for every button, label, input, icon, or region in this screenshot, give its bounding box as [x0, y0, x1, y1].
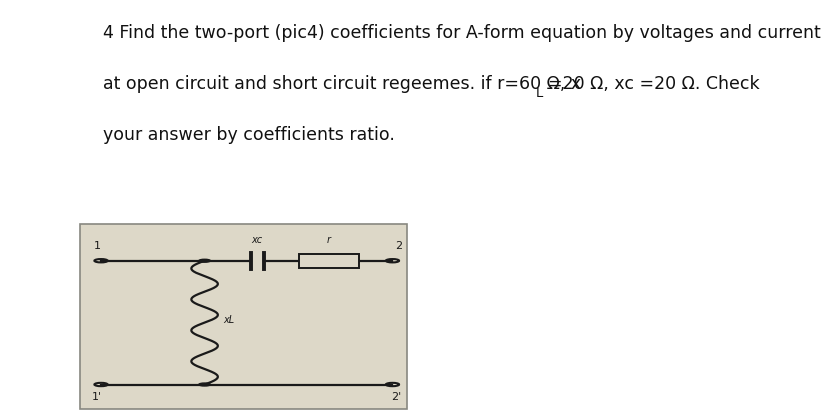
- Text: 2': 2': [391, 392, 401, 402]
- Text: r: r: [326, 235, 330, 245]
- Text: xL: xL: [222, 315, 234, 325]
- Text: at open circuit and short circuit regeemes. if r=60 Ω, x: at open circuit and short circuit regeem…: [103, 75, 581, 93]
- Text: =20 Ω, xc =20 Ω. Check: =20 Ω, xc =20 Ω. Check: [547, 75, 759, 93]
- Text: 4 Find the two-port (pic4) coefficients for A-form equation by voltages and curr: 4 Find the two-port (pic4) coefficients …: [103, 24, 820, 42]
- Text: L: L: [535, 87, 543, 100]
- Text: your answer by coefficients ratio.: your answer by coefficients ratio.: [103, 126, 395, 144]
- Text: xc: xc: [251, 235, 262, 245]
- Bar: [80, 224, 407, 409]
- Circle shape: [198, 383, 210, 386]
- Text: 2: 2: [395, 241, 402, 251]
- Circle shape: [198, 259, 210, 262]
- Bar: [299, 254, 358, 268]
- Text: 1': 1': [92, 392, 102, 402]
- Text: 1: 1: [93, 241, 100, 251]
